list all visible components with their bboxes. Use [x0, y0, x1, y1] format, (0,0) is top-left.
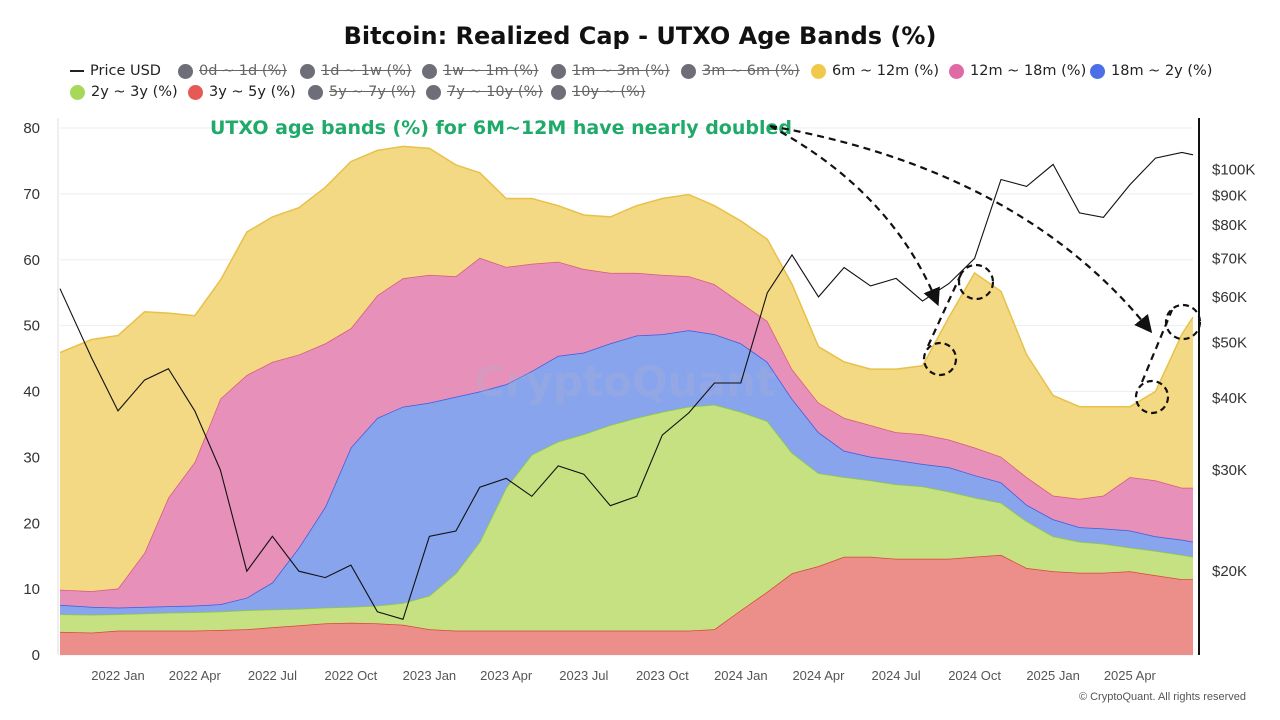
x-tick-label: 2022 Apr	[169, 668, 222, 683]
y-tick-label: 20	[23, 515, 40, 532]
legend-item[interactable]: 7y ~ 10y (%)	[426, 84, 543, 100]
x-tick-label: 2024 Jul	[872, 668, 921, 683]
legend-label: 2y ~ 3y (%)	[91, 84, 178, 100]
x-tick-label: 2024 Jan	[714, 668, 768, 683]
price-usd-line	[59, 151, 1194, 620]
legend-dot-icon	[551, 84, 566, 100]
y-tick-label: 40	[23, 384, 40, 401]
legend-item[interactable]: 1w ~ 1m (%)	[422, 63, 539, 79]
legend-line-icon	[70, 70, 84, 72]
area-band-edge	[59, 145, 1194, 408]
y-tick-label: 30	[23, 449, 40, 466]
area-band	[60, 146, 1193, 592]
annotation-circle	[957, 263, 995, 301]
legend-dot-icon	[308, 84, 323, 100]
area-band	[60, 257, 1193, 608]
watermark: CryptoQuant	[474, 357, 776, 406]
legend-dot-icon	[1090, 63, 1105, 79]
legend-dot-icon	[949, 63, 964, 79]
legend-dot-icon	[811, 63, 826, 79]
y2-tick-label: $40K	[1212, 390, 1247, 407]
y2-tick-label: $80K	[1212, 217, 1247, 234]
legend-label: 3y ~ 5y (%)	[209, 84, 296, 100]
legend-label: 1d ~ 1w (%)	[321, 63, 412, 79]
y-tick-label: 80	[23, 120, 40, 137]
legend-label: 1m ~ 3m (%)	[572, 63, 670, 79]
legend-item[interactable]: 12m ~ 18m (%)	[949, 63, 1086, 79]
legend-label: 5y ~ 7y (%)	[329, 84, 416, 100]
legend-item[interactable]: 0d ~ 1d (%)	[178, 63, 287, 79]
y2-tick-label: $60K	[1212, 289, 1247, 306]
legend-item[interactable]: 10y ~ (%)	[551, 84, 646, 100]
area-band	[60, 554, 1193, 655]
legend-label: Price USD	[90, 63, 161, 79]
legend-dot-icon	[300, 63, 315, 79]
axes: 0 10 20 30 40 50 60 70 80 $20K $30K $40K $50K $60K $70…	[23, 118, 1255, 683]
x-tick-label: 2024 Oct	[948, 668, 1001, 683]
price-line-group	[59, 151, 1194, 620]
y2-tick-label: $50K	[1212, 334, 1247, 351]
annotation-circle	[1134, 379, 1170, 415]
y-tick-label: 10	[23, 581, 40, 598]
legend-item[interactable]: 3m ~ 6m (%)	[681, 63, 800, 79]
y-tick-label: 60	[23, 252, 40, 269]
area-band	[60, 330, 1193, 615]
legend-label: 10y ~ (%)	[572, 84, 646, 100]
legend-label: 18m ~ 2y (%)	[1111, 63, 1213, 79]
legend-label: 0d ~ 1d (%)	[199, 63, 287, 79]
x-tick-label: 2025 Jan	[1026, 668, 1080, 683]
y2-tick-label: $70K	[1212, 250, 1247, 267]
legend-item[interactable]: 6m ~ 12m (%)	[811, 63, 939, 79]
y-tick-label: 0	[32, 647, 40, 664]
legend-item[interactable]: Price USD	[70, 63, 161, 79]
legend-label: 6m ~ 12m (%)	[832, 63, 939, 79]
legend-dot-icon	[178, 63, 193, 79]
chart-title: Bitcoin: Realized Cap - UTXO Age Bands (…	[343, 22, 937, 50]
annotations: UTXO age bands (%) for 6M~12M have nearl…	[210, 117, 1202, 415]
x-tick-label: 2023 Jul	[559, 668, 608, 683]
y2-tick-label: $100K	[1212, 161, 1255, 178]
legend-item[interactable]: 1m ~ 3m (%)	[551, 63, 670, 79]
y-tick-label: 70	[23, 186, 40, 203]
y2-tick-label: $90K	[1212, 188, 1247, 205]
x-tick-label: 2023 Jan	[403, 668, 457, 683]
legend-item[interactable]: 1d ~ 1w (%)	[300, 63, 412, 79]
y2-tick-label: $30K	[1212, 462, 1247, 479]
x-tick-label: 2023 Apr	[480, 668, 533, 683]
legend-label: 3m ~ 6m (%)	[702, 63, 800, 79]
x-tick-label: 2025 Apr	[1104, 668, 1157, 683]
y-tick-label: 50	[23, 318, 40, 335]
annotation-text: UTXO age bands (%) for 6M~12M have nearl…	[210, 117, 792, 139]
stacked-areas	[59, 145, 1194, 655]
annotation-connector	[927, 271, 963, 347]
legend-dot-icon	[422, 63, 437, 79]
annotation-arrow	[769, 124, 1153, 334]
legend-dot-icon	[426, 84, 441, 100]
annotation-circle	[922, 341, 958, 377]
legend-item[interactable]: 5y ~ 7y (%)	[308, 84, 416, 100]
legend-label: 7y ~ 10y (%)	[447, 84, 543, 100]
legend-item[interactable]: 3y ~ 5y (%)	[188, 84, 296, 100]
annotation-connector	[1140, 309, 1174, 383]
legend-label: 12m ~ 18m (%)	[970, 63, 1087, 79]
legend-label: 1w ~ 1m (%)	[443, 63, 539, 79]
area-band	[60, 404, 1193, 633]
copyright: © CryptoQuant. All rights reserved	[1078, 691, 1246, 703]
x-tick-label: 2022 Oct	[325, 668, 378, 683]
x-tick-label: 2024 Apr	[792, 668, 845, 683]
legend-item[interactable]: 2y ~ 3y (%)	[70, 84, 178, 100]
y2-tick-label: $20K	[1212, 563, 1247, 580]
legend-dot-icon	[681, 63, 696, 79]
x-tick-label: 2023 Oct	[636, 668, 689, 683]
x-tick-label: 2022 Jul	[248, 668, 297, 683]
x-tick-label: 2022 Jan	[91, 668, 145, 683]
legend-dot-icon	[551, 63, 566, 79]
legend-dot-icon	[70, 84, 85, 100]
legend-item[interactable]: 18m ~ 2y (%)	[1090, 63, 1212, 79]
legend-dot-icon	[188, 84, 203, 100]
